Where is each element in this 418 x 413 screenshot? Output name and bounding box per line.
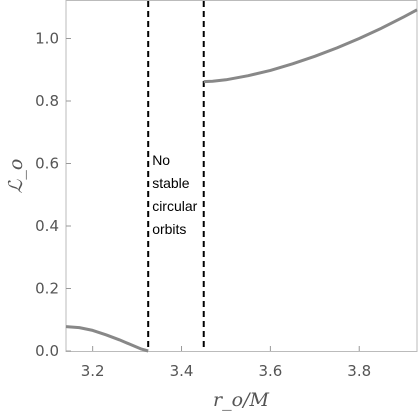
y-tick-label: 0.4 <box>35 217 59 235</box>
x-tick-label: 3.4 <box>170 362 194 380</box>
x-tick-label: 3.2 <box>81 362 105 380</box>
y-tick-label: 1.0 <box>35 30 59 48</box>
x-tick-label: 3.8 <box>347 362 371 380</box>
x-axis-title: r_o/M <box>213 389 269 411</box>
vertical-dashed-lines <box>147 1 205 351</box>
y-axis-ticks: 0.0 0.2 0.4 0.6 0.8 1.0 <box>35 30 71 360</box>
series-lines <box>65 8 418 353</box>
y-tick-label: 0.6 <box>35 155 59 173</box>
annotation-line: No <box>152 152 170 168</box>
y-tick-label: 0.8 <box>35 92 59 110</box>
y-axis-title: ℒ_o <box>5 159 27 194</box>
y-tick-label: 0.2 <box>35 280 59 298</box>
x-tick-label: 3.6 <box>258 362 282 380</box>
series-line <box>65 325 149 353</box>
y-tick-label: 0.0 <box>35 342 59 360</box>
plot-frame <box>65 0 418 352</box>
x-axis-ticks: 3.2 3.4 3.6 3.8 <box>81 346 371 380</box>
series-line <box>203 8 418 84</box>
annotation-line: orbits <box>152 221 186 237</box>
annotation-line: circular <box>152 198 197 214</box>
annotation-line: stable <box>152 175 190 191</box>
annotation: No stable circular orbits <box>152 152 197 237</box>
